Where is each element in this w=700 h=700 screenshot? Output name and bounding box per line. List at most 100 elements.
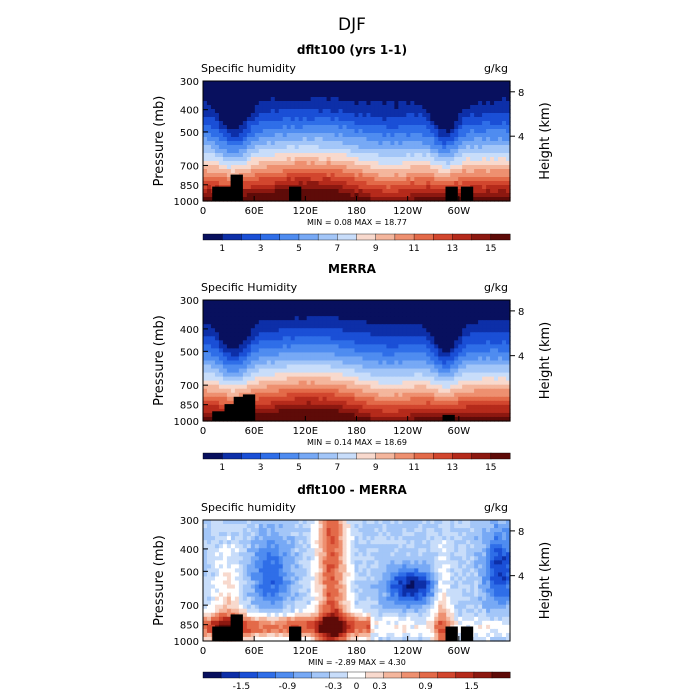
colorbar-swatch <box>317 452 338 460</box>
colorbar-label: 1.5 <box>464 682 478 692</box>
colorbar-label: 1 <box>219 244 225 254</box>
min-max-stats: MIN = 0.14 MAX = 18.69 <box>307 438 407 447</box>
figure-title: DJF <box>338 15 366 35</box>
colorbar-swatch <box>221 452 242 460</box>
colorbar-swatch <box>202 233 223 241</box>
x-tick-label: 180 <box>347 646 366 657</box>
colorbar-label: 15 <box>485 244 496 254</box>
y2-tick-label: 8 <box>518 88 524 99</box>
colorbar-swatch <box>337 452 357 460</box>
topography-mask <box>212 174 474 201</box>
colorbar-swatch <box>241 452 262 460</box>
topography-block <box>212 411 225 421</box>
colorbar-label: 5 <box>296 244 302 254</box>
colorbar-swatch <box>220 671 240 679</box>
colorbar-label: 7 <box>334 463 340 473</box>
y-tick-label: 850 <box>180 621 199 632</box>
colorbar-swatch <box>260 452 281 460</box>
colorbar-label: 0.3 <box>372 682 386 692</box>
colorbar-swatch <box>375 452 396 460</box>
colorbar-label: 11 <box>408 244 419 254</box>
left-label: Specific Humidity <box>201 281 298 294</box>
y-tick-label: 850 <box>180 401 199 412</box>
colorbar-swatch <box>202 671 222 679</box>
y2-axis-label: Height (km) <box>538 542 553 619</box>
x-tick-label: 60E <box>245 646 264 657</box>
colorbar-swatch <box>413 452 434 460</box>
y-tick-label: 400 <box>180 106 199 117</box>
topography-block <box>442 414 455 421</box>
colorbar-swatch <box>471 233 492 241</box>
colorbar-label: 3 <box>258 244 264 254</box>
colorbar-swatch <box>298 452 319 460</box>
y-tick-label: 700 <box>180 601 199 612</box>
x-tick-label: 180 <box>347 426 366 437</box>
min-max-stats: MIN = 0.08 MAX = 18.77 <box>307 218 407 227</box>
x-tick-label: 0 <box>200 646 206 657</box>
x-tick-label: 60W <box>448 646 471 657</box>
x-tick-label: 60W <box>448 206 471 217</box>
colorbar-label: -0.3 <box>325 682 343 692</box>
left-label: Specific humidity <box>201 501 296 514</box>
colorbar-label: 9 <box>373 463 379 473</box>
y-tick-label: 1000 <box>174 637 199 648</box>
x-tick-label: 120W <box>393 206 422 217</box>
y-axis-label: Pressure (mb) <box>152 535 167 626</box>
topography-block <box>242 394 256 421</box>
colorbar-swatch <box>329 671 348 679</box>
y-axis-label: Pressure (mb) <box>152 315 167 406</box>
colorbar-swatch <box>347 671 367 679</box>
colorbar-swatch <box>275 671 294 679</box>
colorbar-swatch <box>419 671 439 679</box>
colorbar-label: 3 <box>258 463 264 473</box>
x-tick-label: 60E <box>245 206 264 217</box>
topography-block <box>289 626 302 641</box>
y-axis-label: Pressure (mb) <box>152 96 167 187</box>
topography-mask <box>212 394 455 421</box>
colorbar-swatch <box>490 233 511 241</box>
x-tick-label: 0 <box>200 206 206 217</box>
panel-title: MERRA <box>328 262 377 276</box>
x-tick-label: 120W <box>393 646 422 657</box>
colorbar-swatch <box>401 671 421 679</box>
colorbar-swatch <box>394 452 415 460</box>
colorbar-swatch <box>433 452 453 460</box>
colorbar-label: 11 <box>408 463 419 473</box>
colorbar-label: -0.9 <box>279 682 297 692</box>
colorbar-label: 0.9 <box>418 682 433 692</box>
colorbar-swatch <box>238 671 258 679</box>
y2-axis-label: Height (km) <box>538 102 553 179</box>
colorbar: 1 3 5 7 9 11 13 15 <box>202 452 511 473</box>
x-tick-label: 120E <box>293 646 318 657</box>
y-tick-label: 300 <box>180 77 199 88</box>
y-tick-label: 1000 <box>174 197 199 208</box>
topography-block <box>212 186 225 201</box>
topography-block <box>445 626 458 641</box>
colorbar-swatch <box>455 671 475 679</box>
y-tick-label: 1000 <box>174 417 199 428</box>
topography-block <box>230 614 243 641</box>
x-tick-label: 60E <box>245 426 264 437</box>
colorbar-swatch <box>491 671 511 679</box>
contour-field <box>203 520 511 642</box>
colorbar-swatch <box>256 671 276 679</box>
colorbar: 1 3 5 7 9 11 13 15 <box>202 233 511 254</box>
colorbar-swatch <box>413 233 434 241</box>
y-tick-label: 500 <box>180 128 199 139</box>
y2-tick-label: 4 <box>518 572 524 583</box>
topography-block <box>289 186 302 201</box>
y2-tick-label: 8 <box>518 307 524 318</box>
colorbar-label: 7 <box>334 244 340 254</box>
y-tick-label: 400 <box>180 545 199 556</box>
colorbar-swatch <box>356 452 377 460</box>
panel-title: dflt100 - MERRA <box>297 483 407 497</box>
colorbar-swatch <box>471 452 492 460</box>
colorbar-swatch <box>317 233 338 241</box>
colorbar-swatch <box>452 452 473 460</box>
y-tick-label: 300 <box>180 296 199 307</box>
colorbar-swatch <box>241 233 262 241</box>
colorbar-swatch <box>311 671 330 679</box>
